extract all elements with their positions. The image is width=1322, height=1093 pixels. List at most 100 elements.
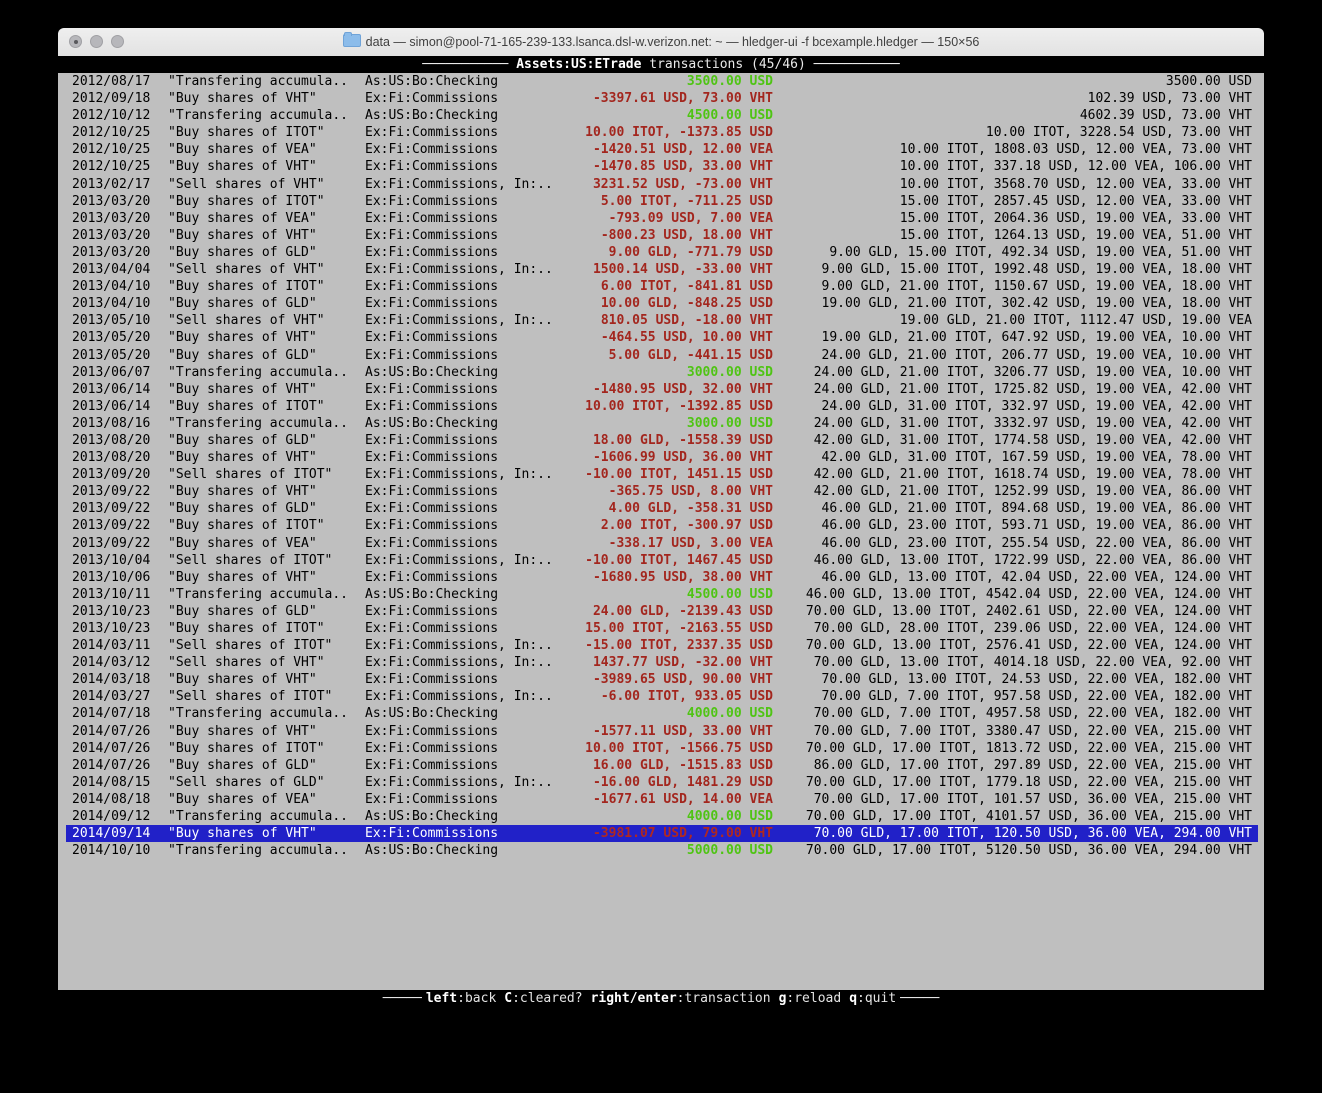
transaction-row[interactable]: 2013/02/17 "Sell shares of VHT" Ex:Fi:Comm…: [66, 176, 1258, 193]
close-button[interactable]: [69, 35, 82, 48]
transaction-row[interactable]: 2013/03/20 "Buy shares of ITOT" Ex:Fi:Comm…: [66, 193, 1258, 210]
transaction-running-balance: 42.00 GLD, 21.00 ITOT, 1252.99 USD, 19.0…: [813, 484, 1252, 500]
transaction-description: "Sell shares of ITOT": [168, 467, 333, 483]
transaction-row[interactable]: 2013/06/07 "Transfering accumula.. As:US:B…: [66, 364, 1258, 381]
transaction-row[interactable]: 2014/10/10 "Transfering accumula.. As:US:B…: [66, 842, 1258, 859]
transaction-change-amount: 1437.77 USD, -32.00 VHT: [592, 655, 773, 671]
transaction-row[interactable]: 2013/09/22 "Buy shares of GLD" Ex:Fi:Commi…: [66, 500, 1258, 517]
transaction-row[interactable]: 2013/09/22 "Buy shares of VHT" Ex:Fi:Commi…: [66, 483, 1258, 500]
transaction-row[interactable]: 2013/10/23 "Buy shares of ITOT" Ex:Fi:Comm…: [66, 620, 1258, 637]
transaction-change-amount: 2.00 ITOT, -300.97 USD: [600, 518, 773, 534]
transaction-row[interactable]: 2014/03/27 "Sell shares of ITOT" Ex:Fi:Com…: [66, 688, 1258, 705]
transaction-date: 2014/07/26: [72, 723, 151, 739]
transaction-row[interactable]: 2013/09/22 "Buy shares of ITOT" Ex:Fi:Comm…: [66, 517, 1258, 534]
key-hint: C:cleared?: [504, 991, 583, 1006]
transaction-running-balance: 46.00 GLD, 13.00 ITOT, 4542.04 USD, 22.0…: [805, 586, 1252, 602]
minimize-button[interactable]: [90, 35, 103, 48]
key-hint: left:back: [425, 991, 497, 1006]
transaction-date: 2014/09/12: [72, 809, 151, 825]
transaction-row[interactable]: 2013/09/22 "Buy shares of VEA" Ex:Fi:Commi…: [66, 535, 1258, 552]
transaction-date: 2012/09/18: [72, 91, 151, 107]
transaction-row[interactable]: 2014/07/26 "Buy shares of GLD" Ex:Fi:Commi…: [66, 757, 1258, 774]
transaction-row[interactable]: 2014/03/11 "Sell shares of ITOT" Ex:Fi:Com…: [66, 637, 1258, 654]
transaction-change-amount: 5.00 ITOT, -711.25 USD: [600, 193, 773, 209]
transaction-row[interactable]: 2013/04/10 "Buy shares of GLD" Ex:Fi:Commi…: [66, 295, 1258, 312]
transaction-other-accounts: Ex:Fi:Commissions: [365, 569, 499, 585]
transaction-change-amount: 810.05 USD, -18.00 VHT: [600, 313, 773, 329]
transaction-row[interactable]: 2012/10/12 "Transfering accumula.. As:US:B…: [66, 107, 1258, 124]
transaction-running-balance: 70.00 GLD, 17.00 ITOT, 1813.72 USD, 22.0…: [805, 740, 1252, 756]
transaction-description: "Transfering accumula..: [168, 108, 349, 124]
transaction-row[interactable]: 2012/10/25 "Buy shares of VHT" Ex:Fi:Commi…: [66, 158, 1258, 175]
transaction-date: 2013/09/22: [72, 484, 151, 500]
transaction-description: "Sell shares of ITOT": [168, 689, 333, 705]
transaction-running-balance: 24.00 GLD, 31.00 ITOT, 332.97 USD, 19.00…: [821, 398, 1252, 414]
transaction-description: "Transfering accumula..: [168, 364, 349, 380]
header-rule-left: ───────────: [422, 57, 509, 72]
transaction-date: 2013/03/20: [72, 193, 151, 209]
transaction-description: "Buy shares of VHT": [168, 672, 317, 688]
transaction-row[interactable]: 2012/09/18 "Buy shares of VHT" Ex:Fi:Commi…: [66, 90, 1258, 107]
transaction-change-amount: 15.00 ITOT, -2163.55 USD: [585, 621, 773, 636]
transaction-row[interactable]: 2013/05/20 "Buy shares of GLD" Ex:Fi:Commi…: [66, 347, 1258, 364]
transaction-running-balance: 70.00 GLD, 13.00 ITOT, 2402.61 USD, 22.0…: [805, 603, 1252, 619]
transaction-row[interactable]: 2013/10/11 "Transfering accumula.. As:US:B…: [66, 586, 1258, 603]
transaction-date: 2012/10/12: [72, 108, 151, 124]
transaction-row[interactable]: 2013/05/20 "Buy shares of VHT" Ex:Fi:Commi…: [66, 329, 1258, 346]
transaction-running-balance: 70.00 GLD, 7.00 ITOT, 3380.47 USD, 22.00…: [813, 723, 1252, 739]
transaction-date: 2013/08/16: [72, 415, 151, 431]
transaction-change-amount: 4.00 GLD, -358.31 USD: [608, 501, 773, 517]
transaction-date: 2013/06/14: [72, 381, 151, 397]
current-account: Assets:US:ETrade: [516, 57, 642, 72]
transaction-row[interactable]: 2013/03/20 "Buy shares of VEA" Ex:Fi:Commi…: [66, 210, 1258, 227]
transaction-other-accounts: Ex:Fi:Commissions: [365, 91, 499, 107]
transaction-row[interactable]: 2013/10/06 "Buy shares of VHT" Ex:Fi:Commi…: [66, 569, 1258, 586]
transaction-row[interactable]: 2012/08/17 "Transfering accumula.. As:US:B…: [66, 73, 1258, 90]
transaction-row[interactable]: 2013/05/10 "Sell shares of VHT" Ex:Fi:Comm…: [66, 312, 1258, 329]
transaction-row[interactable]: 2012/10/25 "Buy shares of ITOT" Ex:Fi:Comm…: [66, 124, 1258, 141]
transaction-other-accounts: Ex:Fi:Commissions, In:..: [365, 774, 553, 790]
transaction-row[interactable]: 2014/07/18 "Transfering accumula.. As:US:B…: [66, 705, 1258, 722]
transaction-row[interactable]: 2014/07/26 "Buy shares of ITOT" Ex:Fi:Comm…: [66, 740, 1258, 757]
transaction-row[interactable]: 2013/10/04 "Sell shares of ITOT" Ex:Fi:Com…: [66, 552, 1258, 569]
transaction-running-balance: 70.00 GLD, 17.00 ITOT, 1779.18 USD, 22.0…: [805, 774, 1252, 790]
transaction-row[interactable]: 2014/08/15 "Sell shares of GLD" Ex:Fi:Comm…: [66, 774, 1258, 791]
transaction-row[interactable]: 2013/10/23 "Buy shares of GLD" Ex:Fi:Commi…: [66, 603, 1258, 620]
zoom-button[interactable]: [111, 35, 124, 48]
transaction-row[interactable]: 2013/06/14 "Buy shares of ITOT" Ex:Fi:Comm…: [66, 398, 1258, 415]
transaction-date: 2014/07/26: [72, 740, 151, 756]
transaction-change-amount: -15.00 ITOT, 2337.35 USD: [585, 638, 773, 654]
transaction-other-accounts: Ex:Fi:Commissions: [365, 398, 499, 414]
transaction-row[interactable]: 2013/08/16 "Transfering accumula.. As:US:B…: [66, 415, 1258, 432]
transaction-row[interactable]: 2014/08/18 "Buy shares of VEA" Ex:Fi:Commi…: [66, 791, 1258, 808]
transaction-row[interactable]: 2012/10/25 "Buy shares of VEA" Ex:Fi:Commi…: [66, 141, 1258, 158]
transaction-date: 2013/09/22: [72, 518, 151, 534]
transaction-row[interactable]: 2014/03/12 "Sell shares of VHT" Ex:Fi:Comm…: [66, 654, 1258, 671]
transaction-row[interactable]: 2013/06/14 "Buy shares of VHT" Ex:Fi:Commi…: [66, 381, 1258, 398]
transaction-date: 2014/08/18: [72, 791, 151, 807]
transaction-description: "Buy shares of GLD": [168, 603, 317, 619]
transaction-other-accounts: Ex:Fi:Commissions: [365, 279, 499, 295]
transaction-row-selected[interactable]: 2014/09/14 "Buy shares of VHT" Ex:Fi:Commi…: [66, 825, 1258, 843]
transaction-description: "Buy shares of ITOT": [168, 740, 325, 756]
transaction-date: 2013/04/10: [72, 296, 151, 312]
transaction-row[interactable]: 2014/09/12 "Transfering accumula.. As:US:B…: [66, 808, 1258, 825]
transaction-change-amount: 10.00 ITOT, -1373.85 USD: [585, 125, 773, 141]
transaction-row[interactable]: 2014/07/26 "Buy shares of VHT" Ex:Fi:Commi…: [66, 723, 1258, 740]
transaction-row[interactable]: 2013/04/10 "Buy shares of ITOT" Ex:Fi:Comm…: [66, 278, 1258, 295]
transaction-row[interactable]: 2013/03/20 "Buy shares of VHT" Ex:Fi:Commi…: [66, 227, 1258, 244]
transaction-row[interactable]: 2013/08/20 "Buy shares of GLD" Ex:Fi:Commi…: [66, 432, 1258, 449]
transaction-other-accounts: Ex:Fi:Commissions: [365, 621, 499, 636]
transaction-description: "Sell shares of ITOT": [168, 552, 333, 568]
transaction-row[interactable]: 2013/03/20 "Buy shares of GLD" Ex:Fi:Commi…: [66, 244, 1258, 261]
transaction-change-amount: -1677.61 USD, 14.00 VEA: [592, 791, 773, 807]
transaction-row[interactable]: 2013/09/20 "Sell shares of ITOT" Ex:Fi:Com…: [66, 466, 1258, 483]
transaction-row[interactable]: 2013/04/04 "Sell shares of VHT" Ex:Fi:Comm…: [66, 261, 1258, 278]
transaction-date: 2013/09/22: [72, 535, 151, 551]
transaction-description: "Buy shares of GLD": [168, 296, 317, 312]
header-rule-right: ───────────: [813, 57, 900, 72]
transaction-row[interactable]: 2013/08/20 "Buy shares of VHT" Ex:Fi:Commi…: [66, 449, 1258, 466]
transaction-other-accounts: Ex:Fi:Commissions, In:..: [365, 655, 553, 671]
transaction-date: 2014/07/26: [72, 757, 151, 773]
transaction-row[interactable]: 2014/03/18 "Buy shares of VHT" Ex:Fi:Commi…: [66, 671, 1258, 688]
